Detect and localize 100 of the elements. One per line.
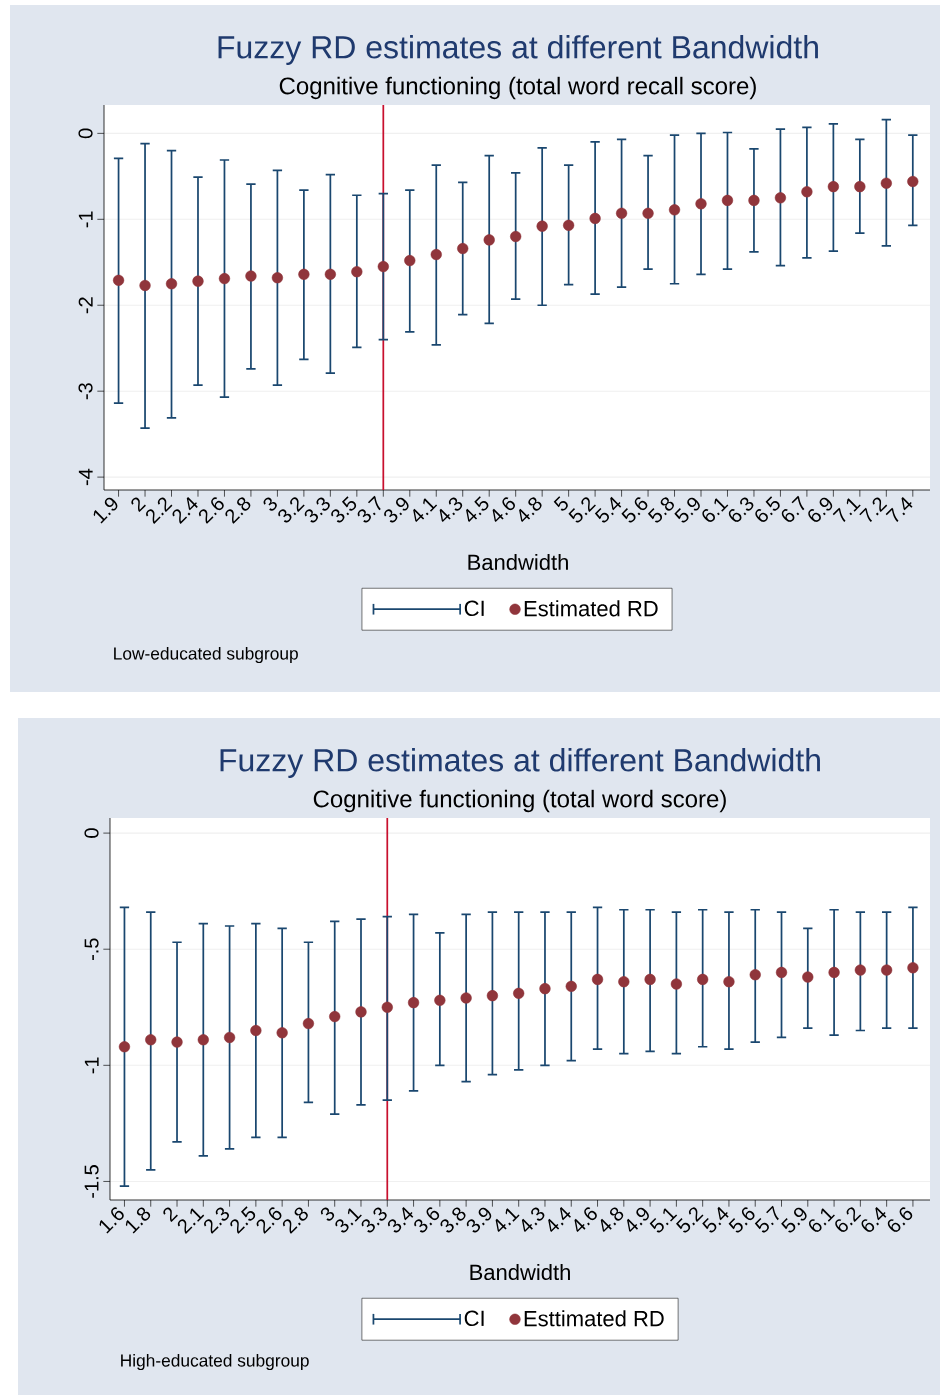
chart-title: Fuzzy RD estimates at different Bandwidth [220, 748, 820, 778]
point [460, 992, 472, 1004]
x-tick-label: 4.8 [519, 497, 542, 522]
point [510, 230, 522, 243]
x-tick-label: 5 [553, 496, 568, 511]
point [591, 973, 604, 986]
x-tick-label: 5.7 [754, 1205, 779, 1233]
y-tick-label: -1 [78, 211, 93, 228]
x-tick-label: 3.4 [387, 1206, 414, 1233]
point [139, 279, 151, 292]
x-tick-label: 2.3 [204, 1207, 230, 1234]
x-tick-label: 4.5 [466, 496, 489, 522]
point [907, 175, 919, 188]
point [298, 268, 310, 280]
y-tick-label: -1 [84, 1057, 99, 1074]
x-tick-label: 6.3 [728, 497, 754, 522]
x-tick-label: 6.1 [702, 498, 729, 522]
point [351, 266, 363, 278]
point [695, 198, 707, 210]
x-tick-label: 6.2 [835, 1207, 862, 1232]
x-tick-label: 4.1 [413, 498, 438, 522]
point [404, 254, 416, 267]
point [245, 270, 257, 282]
x-tick-label: 2.5 [230, 1206, 256, 1234]
x-tick-label: 2 [163, 1207, 178, 1223]
x-tick-label: 4.4 [548, 1206, 572, 1233]
x-tick-label: 1.6 [99, 1207, 124, 1234]
point [302, 1017, 315, 1030]
y-tick-label: -3 [78, 383, 93, 400]
x-tick-label: 3.9 [466, 1207, 492, 1233]
point [276, 1027, 288, 1039]
point [536, 220, 548, 232]
x-tick-label: 6.9 [808, 497, 833, 522]
x-tick-label: 4.9 [627, 1207, 649, 1233]
point [723, 976, 735, 988]
point [513, 987, 525, 999]
x-tick-label: 3.5 [331, 496, 357, 523]
legend-label: Estimated RD [524, 600, 658, 617]
x-tick-label: 3.1 [335, 1208, 362, 1233]
point [828, 966, 840, 979]
point [434, 994, 446, 1006]
x-tick-label: 2.8 [225, 497, 251, 524]
point [483, 234, 495, 246]
x-tick-label: 3.7 [357, 495, 381, 523]
point [854, 964, 866, 976]
point [563, 219, 575, 231]
text: High-educated subgroup [121, 1353, 309, 1371]
x-tick-label: 6.1 [808, 1208, 835, 1232]
x-tick-label: 7.2 [859, 497, 888, 523]
point [827, 181, 839, 193]
x-tick-label: 2.8 [282, 1207, 308, 1234]
point [615, 207, 628, 219]
x-tick-label: 7.1 [832, 498, 861, 523]
point [618, 976, 630, 988]
x-tick-label: 5.8 [647, 497, 674, 523]
chart-subtitle: Cognitive functioning (total word score) [313, 789, 726, 813]
x-tick-label: 2.6 [256, 1207, 282, 1234]
x-tick-label: 2.4 [172, 497, 198, 524]
x-tick-label: 3.8 [440, 1207, 466, 1233]
point [407, 997, 420, 1009]
point [192, 275, 204, 287]
point [218, 273, 231, 285]
point [565, 980, 577, 992]
chart-title: Fuzzy RD estimates at different Bandwidth [218, 35, 818, 65]
x-tick-label: 2 [131, 497, 146, 513]
point [880, 177, 892, 189]
point [668, 204, 681, 216]
x-tick-label: 7.4 [885, 496, 913, 523]
point [749, 969, 761, 981]
x-tick-label: 4.1 [495, 1208, 520, 1233]
point [802, 971, 814, 983]
x-tick-label: 2.1 [177, 1208, 205, 1234]
y-tick-label: -2 [78, 297, 93, 314]
x-tick-label: 3.9 [384, 497, 409, 523]
point [721, 194, 734, 206]
y-tick-label: -1.5 [84, 1165, 99, 1198]
legend-label: Esttimated RD [524, 1310, 664, 1327]
x-tick-label: 1.8 [125, 1207, 151, 1234]
point [118, 1041, 131, 1053]
point [775, 966, 788, 979]
point [355, 1006, 367, 1018]
chart-subtitle: Cognitive functioning (total word recall score) [279, 76, 756, 100]
x-tick-label: 5.2 [568, 497, 596, 523]
point [854, 181, 866, 193]
x-tick-label: 4.3 [521, 1207, 545, 1233]
point [907, 962, 919, 974]
point [329, 1010, 341, 1023]
x-tick-label: 6.7 [781, 495, 805, 522]
point [271, 272, 284, 284]
point [774, 192, 787, 204]
x-tick-label: 2.2 [146, 497, 173, 524]
point [250, 1024, 262, 1037]
point [112, 274, 125, 286]
x-tick-label: 2.6 [198, 497, 224, 524]
point [697, 973, 709, 986]
point [801, 186, 813, 198]
x-tick-label: 5.9 [781, 1207, 807, 1233]
x-tick-label: 4.3 [439, 497, 463, 522]
y-tick-label: -.5 [84, 938, 99, 961]
point [589, 212, 601, 225]
